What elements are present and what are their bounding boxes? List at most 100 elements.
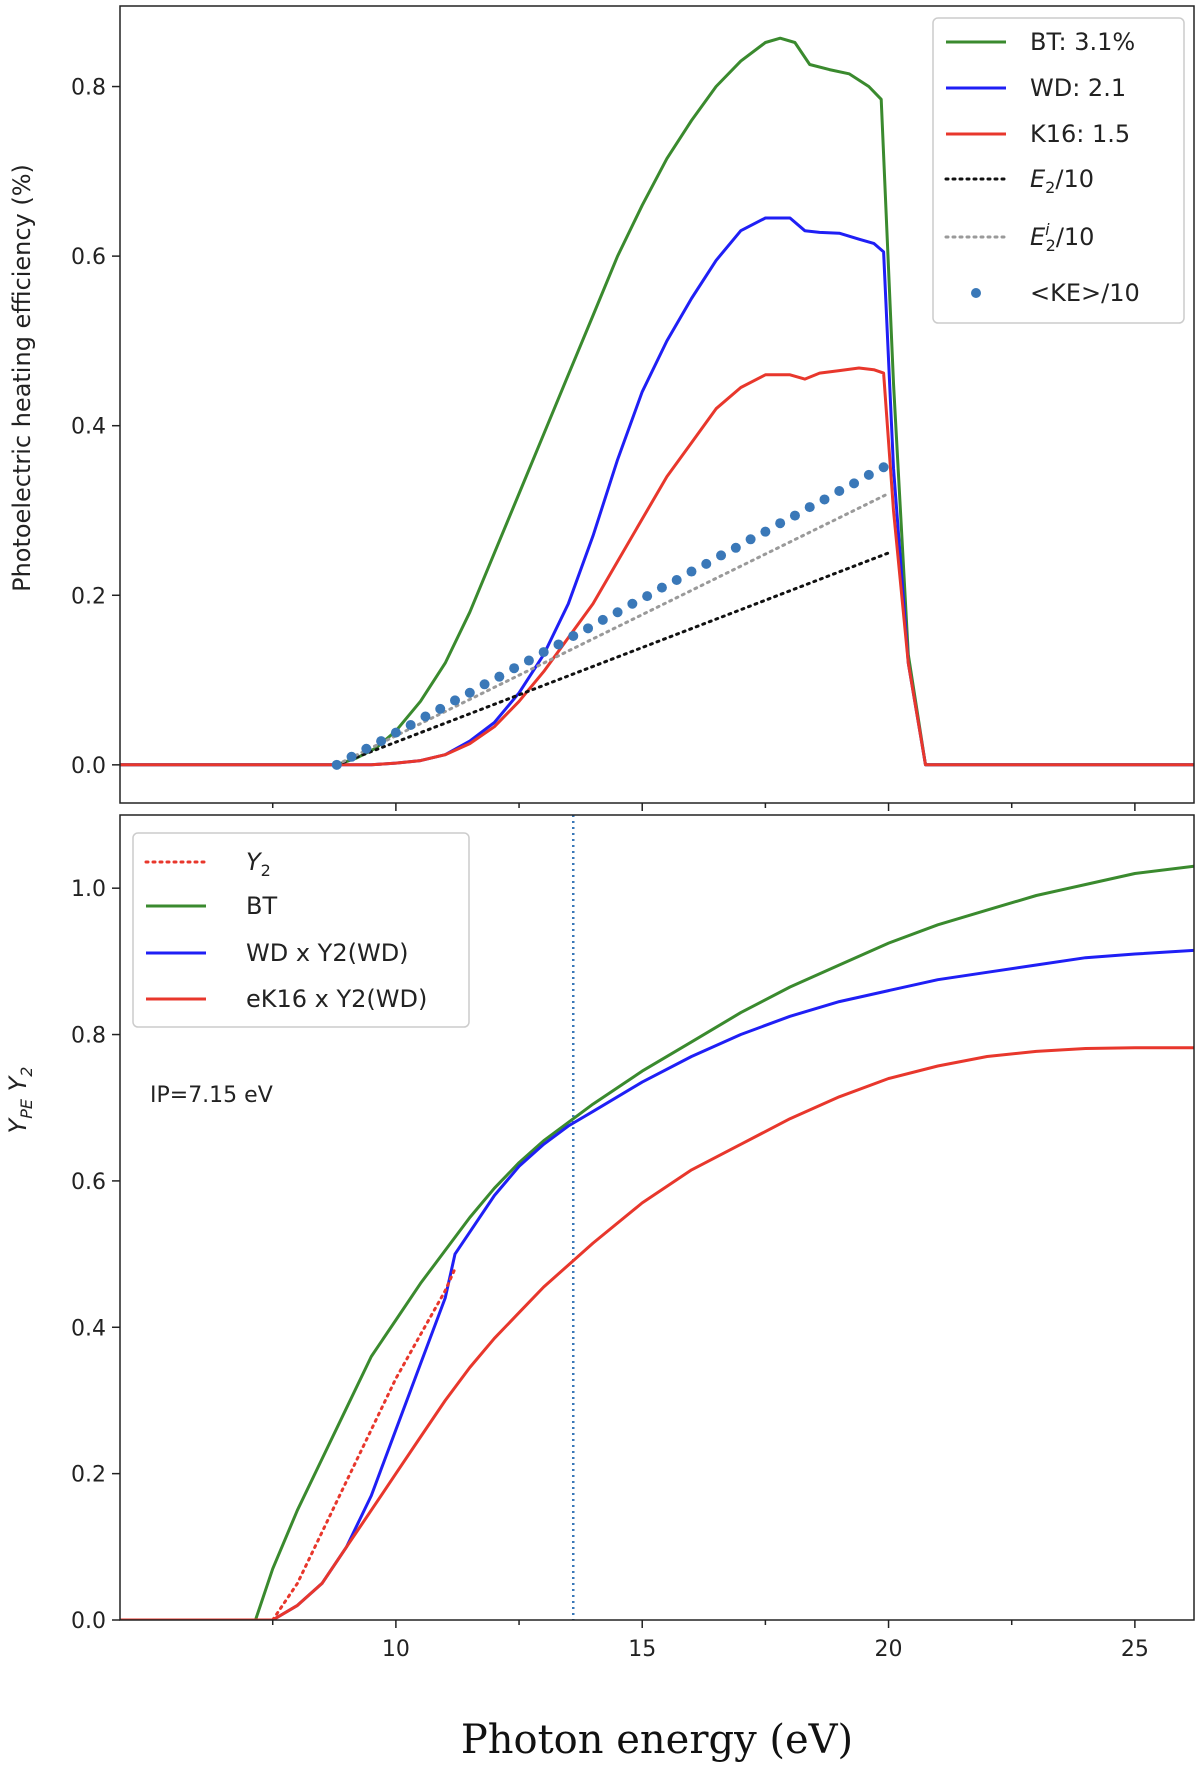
top-axes-frame [119,5,1195,804]
ip-annotation: IP=7.15 eV [150,1083,273,1108]
data-point [627,598,638,609]
series-line-k16-1-5 [120,366,1194,767]
data-point [390,727,401,738]
data-point [509,663,520,674]
data-point [849,478,860,489]
data-point [331,759,342,770]
bottom-y-ticks: 0.0 0.2 0.4 0.6 0.8 1.0 [71,877,120,1634]
data-point [642,591,653,602]
bottom-plot-area [120,815,1194,1620]
y-tick-label: 0.6 [71,245,106,270]
y-tick-label: 1.0 [71,877,106,902]
top-x-ticks [271,803,1136,811]
series-line-e2i-10 [335,492,891,767]
data-point [789,510,800,521]
data-point [819,494,830,505]
data-point [760,526,771,537]
y-tick-label: 0.0 [71,754,106,779]
legend-y2-base: Y [246,848,263,876]
legend-swatch-ke [971,288,981,298]
y-tick-label: 0.2 [71,1463,106,1488]
x-axis-label: Photon energy (eV) [461,1717,853,1763]
data-point [494,671,505,682]
data-point [730,542,741,553]
data-point [612,607,623,618]
data-point [597,614,608,625]
series-ke-10 [331,462,889,770]
top-legend: BT: 3.1% WD: 2.1 K16: 1.5 E2/10 Ei 2/10 <… [932,17,1185,324]
ylabel-sub2: 2 [17,1067,36,1077]
x-tick-label: 20 [875,1637,903,1662]
data-point [553,639,564,650]
data-point [834,485,845,496]
data-point [420,711,431,722]
bottom-legend-box [132,832,470,1028]
data-point [863,469,874,480]
legend-e2-sub: 2 [1045,178,1055,197]
legend-label-k16: K16: 1.5 [1030,120,1130,148]
data-point [568,630,579,641]
y-tick-label: 0.0 [71,1609,106,1634]
ylabel-base2: Y [4,1074,32,1099]
legend-label-ek16: eK16 x Y2(WD) [246,985,427,1013]
legend-y2-sub: 2 [261,861,271,880]
series-line-wd-x-y2-wd [120,948,1194,1620]
series-line-e2-10 [335,551,891,767]
series-line-y2 [271,1267,457,1620]
top-legend-box [932,17,1185,324]
series-line-bt [120,864,1194,1620]
data-point [376,736,387,747]
legend-e2i-base: E [1030,223,1046,251]
y-tick-label: 0.4 [71,415,106,440]
data-point [701,558,712,569]
ylabel-base1: Y [4,1116,32,1133]
bottom-x-ticks: 10 15 20 25 [271,1620,1149,1662]
x-tick-label: 25 [1121,1637,1149,1662]
data-point [523,655,534,666]
legend-label-e2: E2/10 [1030,165,1094,197]
legend-label-bt-bottom: BT [246,892,277,920]
legend-label-wd-bottom: WD x Y2(WD) [246,939,409,967]
y-tick-label: 0.8 [71,76,106,101]
y-tick-label: 0.6 [71,1170,106,1195]
legend-e2i-sub: 2 [1046,236,1056,255]
data-point [450,695,461,706]
top-panel: Photoelectric heating efficiency (%) 0.0… [8,5,1195,811]
data-point [656,582,667,593]
data-point [671,575,682,586]
legend-label-bt: BT: 3.1% [1030,28,1135,56]
x-tick-label: 15 [628,1637,656,1662]
data-point [878,462,889,473]
data-point [804,502,815,513]
y-tick-label: 0.4 [71,1316,106,1341]
data-point [405,719,416,730]
legend-label-e2i: Ei 2/10 [1030,220,1094,255]
legend-e2-tail: /10 [1055,165,1094,193]
bottom-panel: YPE Y2 0.00.20.40.60.81.0 10 15 20 25 IP=7.… [4,814,1195,1662]
top-y-axis-label: Photoelectric heating efficiency (%) [8,164,36,592]
x-tick-label: 10 [382,1637,410,1662]
legend-label-ke: <KE>/10 [1030,279,1140,307]
series-line-bt-3-1 [120,36,1194,767]
y-tick-label: 0.8 [71,1024,106,1049]
top-y-ticks: 0.0 0.2 0.4 0.6 0.8 [71,76,120,779]
legend-e2i-sup: i [1045,220,1050,239]
data-point [745,534,756,545]
bottom-legend: Y2 BT WD x Y2(WD) eK16 x Y2(WD) [132,832,470,1028]
data-point [435,703,446,714]
data-point [464,687,475,698]
data-point [583,623,594,634]
legend-e2i-tail: /10 [1056,223,1095,251]
data-point [346,751,357,762]
ylabel-sub1: PE [17,1098,36,1119]
data-point [479,679,490,690]
bottom-axes-frame [119,814,1195,1621]
data-point [361,743,372,754]
series-line-ek16-x-y2-wd [120,1046,1194,1620]
top-plot-area [120,36,1194,770]
data-point [716,550,727,561]
legend-label-y2: Y2 [246,848,271,880]
legend-e2-base: E [1030,165,1046,193]
y-tick-label: 0.2 [71,584,106,609]
